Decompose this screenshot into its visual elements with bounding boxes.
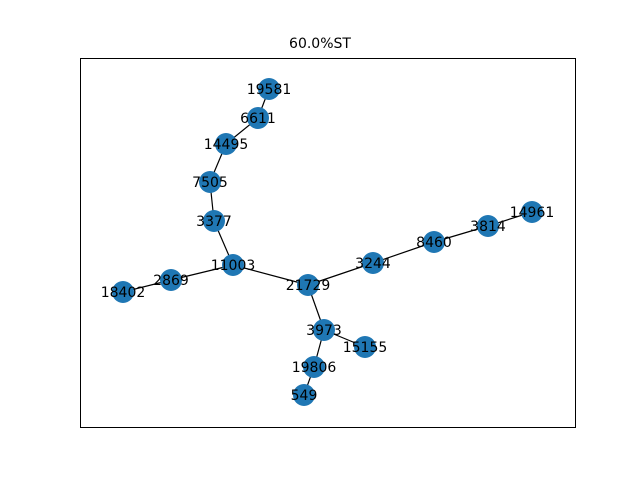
node-3377 xyxy=(203,210,225,232)
node-15155 xyxy=(354,336,376,358)
node-2869 xyxy=(160,269,182,291)
node-7505 xyxy=(199,171,221,193)
node-19581 xyxy=(258,78,280,100)
node-label-21729: 21729 xyxy=(286,278,331,294)
node-layer xyxy=(112,78,543,406)
node-label-8460: 8460 xyxy=(416,235,452,251)
node-label-19806: 19806 xyxy=(292,360,337,376)
edge-21729-3244 xyxy=(307,262,374,286)
node-19806 xyxy=(303,356,325,378)
node-label-7505: 7505 xyxy=(192,175,228,191)
node-label-2869: 2869 xyxy=(153,273,189,289)
node-21729 xyxy=(297,274,319,296)
node-label-6611: 6611 xyxy=(240,111,276,127)
node-8460 xyxy=(423,231,445,253)
node-3814 xyxy=(477,215,499,237)
node-label-3244: 3244 xyxy=(355,256,391,272)
node-label-3377: 3377 xyxy=(196,214,232,230)
node-label-19581: 19581 xyxy=(247,82,292,98)
node-14961 xyxy=(521,201,543,223)
node-label-3973: 3973 xyxy=(306,323,342,339)
node-3973 xyxy=(313,319,335,341)
chart-title: 60.0%ST xyxy=(289,36,351,52)
node-3244 xyxy=(362,252,384,274)
node-14495 xyxy=(215,133,237,155)
node-label-14495: 14495 xyxy=(204,137,249,153)
plot-frame xyxy=(80,58,576,428)
node-6611 xyxy=(247,107,269,129)
node-549 xyxy=(293,384,315,406)
node-label-549: 549 xyxy=(291,388,318,404)
label-layer: 19581 6611 14495 7505 3377 11003 2869 18402 2172… xyxy=(101,82,555,404)
node-11003 xyxy=(222,254,244,276)
node-18402 xyxy=(112,281,134,303)
edge-11003-21729 xyxy=(232,264,309,286)
node-label-15155: 15155 xyxy=(343,340,388,356)
node-label-11003: 11003 xyxy=(211,258,256,274)
node-label-3814: 3814 xyxy=(470,219,506,235)
node-label-14961: 14961 xyxy=(510,205,555,221)
node-label-18402: 18402 xyxy=(101,285,146,301)
